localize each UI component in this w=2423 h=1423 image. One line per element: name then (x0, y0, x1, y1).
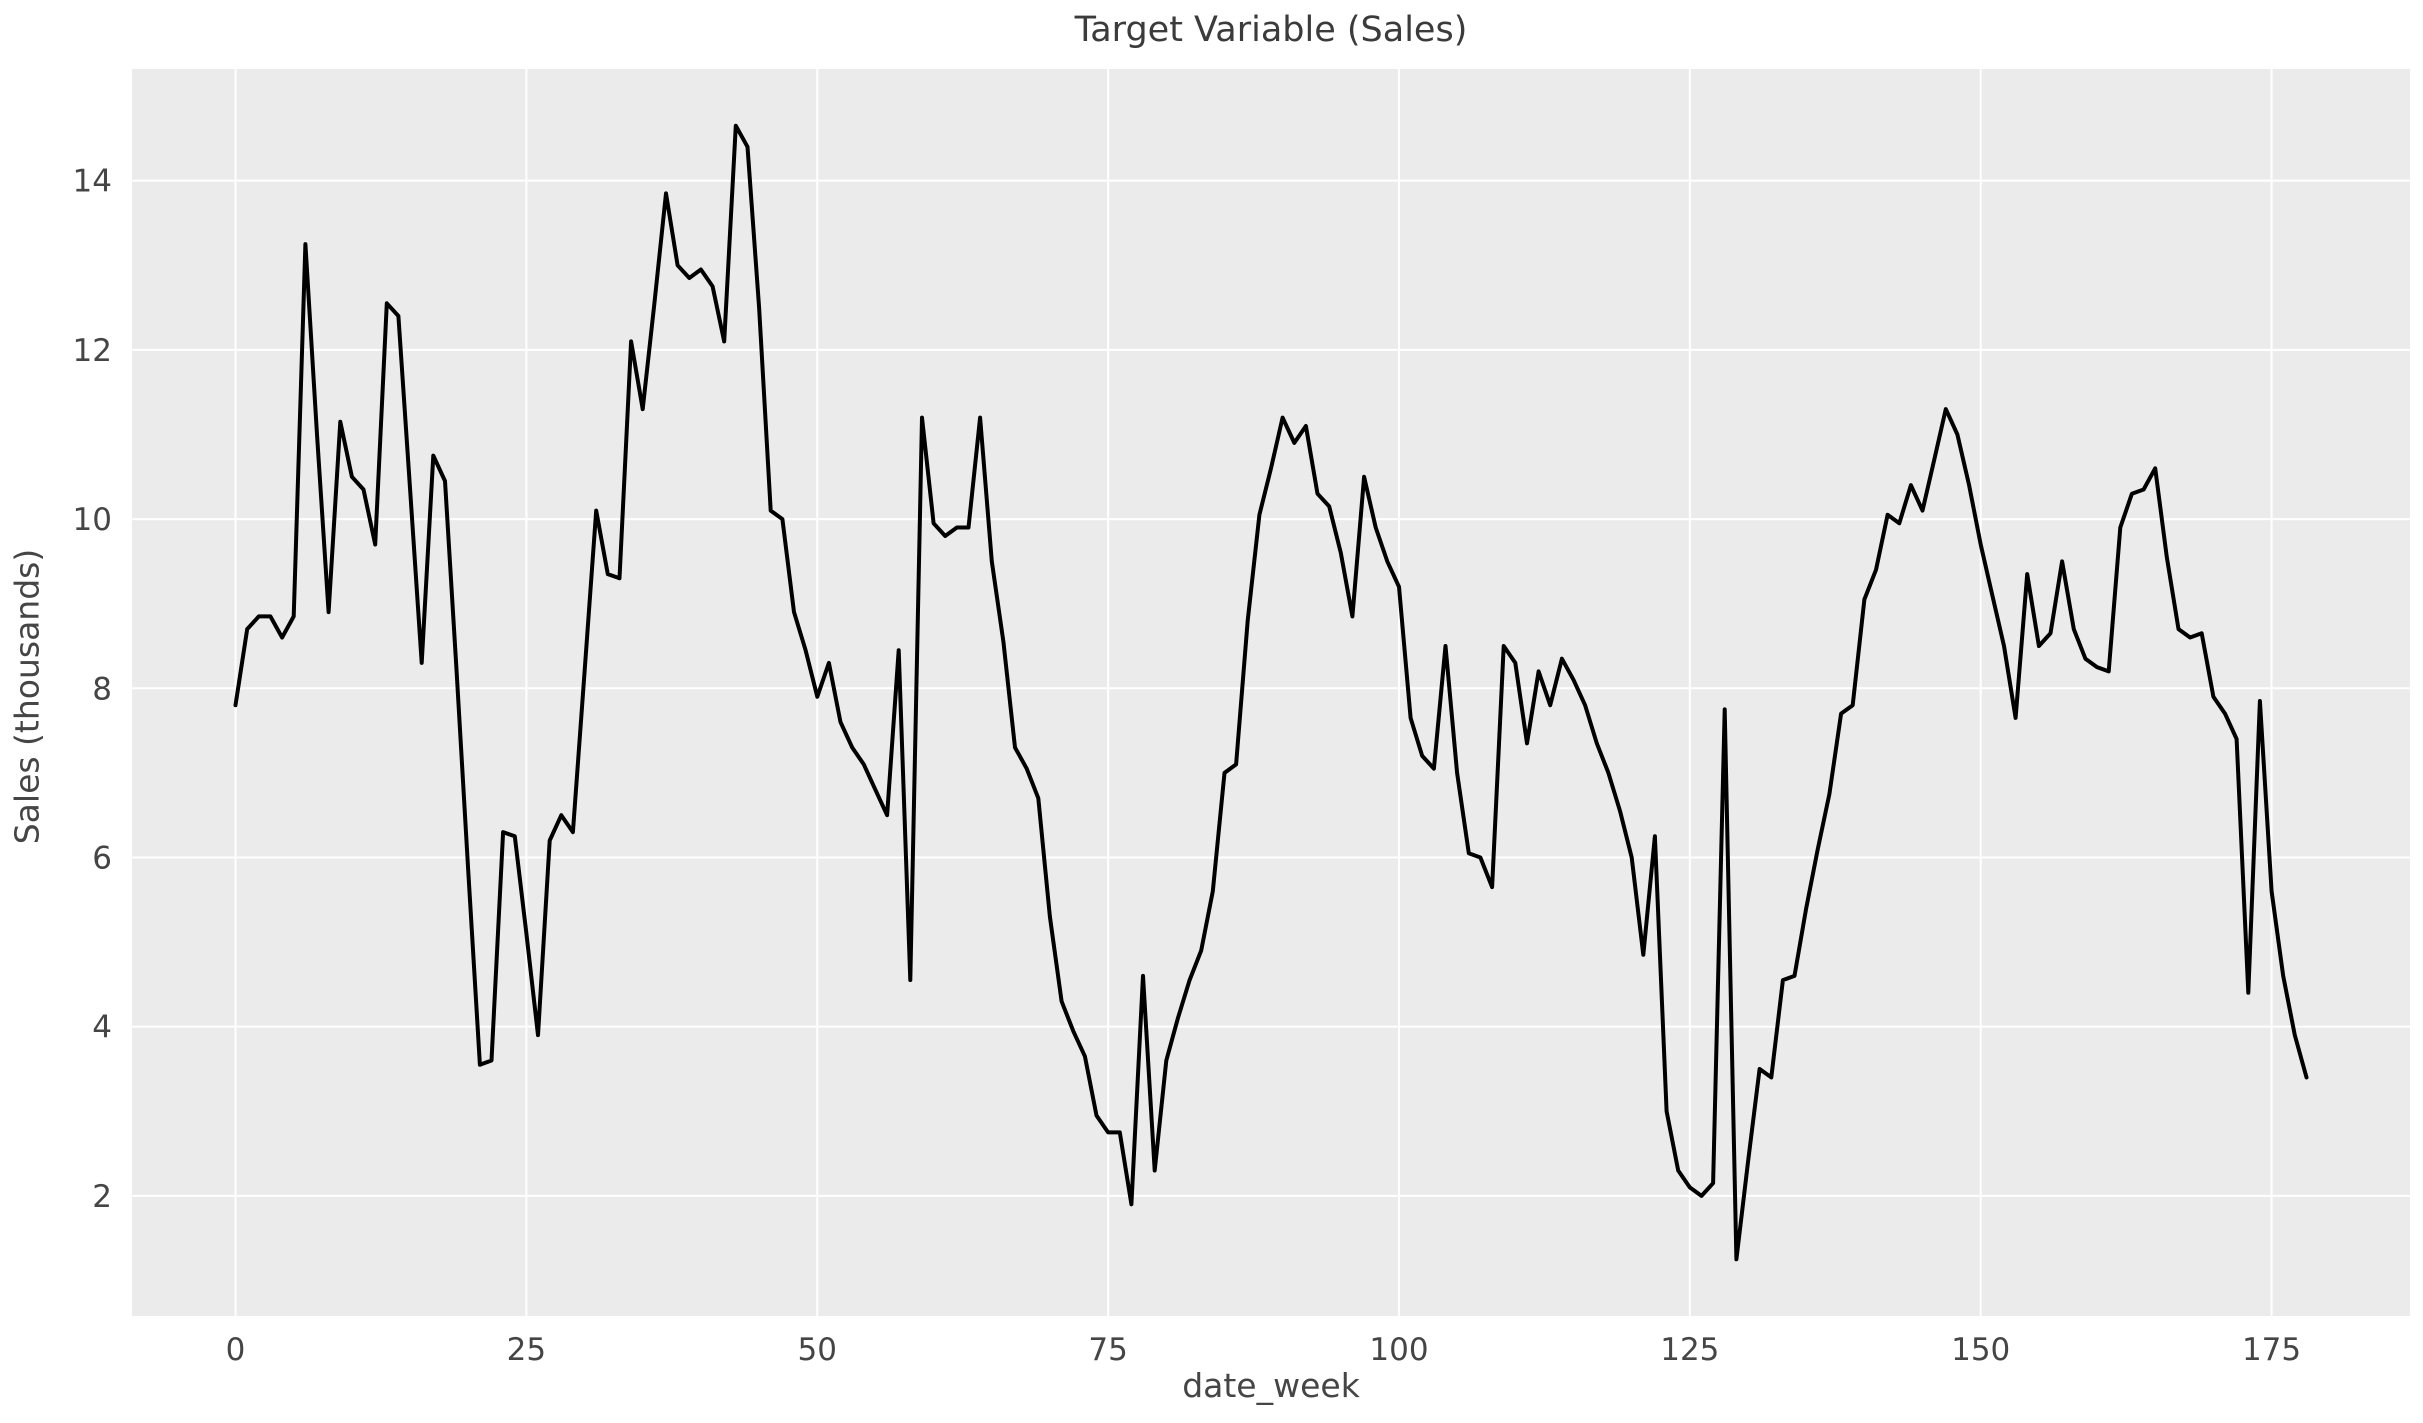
x-tick-label-125: 125 (1660, 1332, 1719, 1368)
x-tick-label-75: 75 (1088, 1332, 1127, 1368)
y-tick-label-4: 4 (92, 1010, 112, 1046)
y-tick-label-10: 10 (73, 502, 112, 538)
y-tick-label-14: 14 (73, 164, 112, 200)
plot-area (132, 69, 2410, 1316)
x-tick-label-150: 150 (1951, 1332, 2010, 1368)
chart-title: Target Variable (Sales) (1074, 10, 1468, 50)
y-axis-label: Sales (thousands) (7, 548, 47, 845)
x-tick-label-175: 175 (2242, 1332, 2301, 1368)
y-tick-label-6: 6 (92, 840, 112, 876)
sales-line (233, 123, 2309, 1262)
x-tick-label-0: 0 (226, 1332, 246, 1368)
y-tick-label-8: 8 (92, 671, 112, 707)
y-tick-label-12: 12 (73, 333, 112, 369)
x-axis-label: date_week (1182, 1366, 1360, 1405)
y-tick-label-2: 2 (92, 1179, 112, 1215)
x-tick-label-50: 50 (798, 1332, 837, 1368)
x-tick-label-100: 100 (1369, 1332, 1428, 1368)
x-tick-label-25: 25 (507, 1332, 546, 1368)
